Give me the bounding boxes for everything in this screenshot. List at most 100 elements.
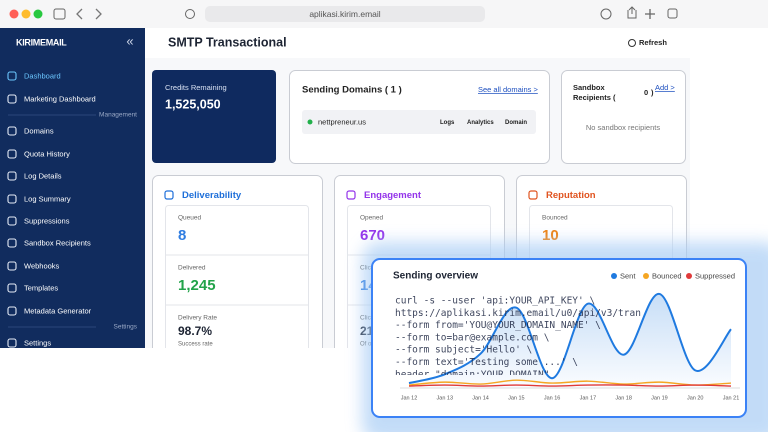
series-line <box>408 292 732 385</box>
menu-icon <box>7 171 17 181</box>
domain-name: nettpreneur.us <box>318 117 366 126</box>
stat-title: Reputation <box>546 190 596 201</box>
stat-label: Bounced <box>542 215 568 222</box>
stat-icon <box>528 190 538 200</box>
menu-icon <box>7 149 17 159</box>
tabs-button[interactable] <box>667 8 678 19</box>
code-line: https://aplikasi.kirim.email/u0/api/v3/t… <box>395 308 692 319</box>
sandbox-link[interactable]: Add > <box>655 83 675 92</box>
close-button[interactable] <box>9 9 19 19</box>
menu-icon <box>7 283 17 293</box>
x-tick-label: Jan 16 <box>544 395 561 401</box>
code-line: --form to=bar@example.com \ <box>395 332 549 343</box>
sandbox-title: Sandbox <box>573 83 605 92</box>
x-tick-label: Jan 15 <box>508 395 525 401</box>
x-tick-label: Jan 13 <box>437 395 454 401</box>
x-tick-label: Jan 20 <box>687 395 704 401</box>
zoom-button[interactable] <box>33 9 43 19</box>
legend-label: Bounced <box>652 271 682 280</box>
stat-value: 98.7% <box>178 324 212 338</box>
share-button[interactable] <box>627 6 637 19</box>
stat-label: Delivered <box>178 265 206 272</box>
stat-value: 1,245 <box>178 277 216 294</box>
stat-value: 670 <box>360 227 385 244</box>
collapse-button[interactable]: « <box>126 33 133 48</box>
domains-link[interactable]: See all domains > <box>478 85 538 94</box>
domains-title: Sending Domains ( 1 ) <box>302 85 402 96</box>
sidebar <box>0 28 145 348</box>
x-tick-label: Jan 17 <box>580 395 597 401</box>
stat-value: 10 <box>542 227 559 244</box>
nav-arrows[interactable] <box>76 8 102 20</box>
series-line <box>408 379 732 386</box>
code-line: header "domain:YOUR_DOMAIN" <box>395 369 549 380</box>
sandbox-close: ) <box>651 88 654 97</box>
privacy-icon <box>185 9 195 19</box>
status-dot <box>307 119 313 125</box>
domain-row <box>302 110 536 134</box>
stat-icon <box>346 190 356 200</box>
menu-item[interactable]: Marketing Dashboard <box>24 94 96 103</box>
new-tab-button[interactable] <box>645 9 655 19</box>
menu-icon <box>7 261 17 271</box>
menu-item[interactable]: Domains <box>24 126 54 135</box>
stat-value: 8 <box>178 227 186 244</box>
legend-marker <box>611 273 617 279</box>
credits-label: Credits Remaining <box>165 83 227 92</box>
menu-item[interactable]: Templates <box>24 283 58 292</box>
app: KIRIMEMAIL « SMTP Transactional Refresh … <box>0 28 690 348</box>
menu-item[interactable]: Dashboard <box>24 71 61 80</box>
logo: KIRIMEMAIL <box>16 37 67 47</box>
area <box>409 293 731 388</box>
menu-icon <box>7 126 17 136</box>
section-label: Management <box>99 112 137 119</box>
url-bar[interactable] <box>205 6 485 22</box>
legend-label: Sent <box>620 271 636 280</box>
code-line: --form from='YOU@YOUR_DOMAIN_NAME' \ <box>395 320 601 331</box>
stat-label: Delivery Rate <box>178 315 217 322</box>
code-line: curl -s --user 'api:YOUR_API_KEY' \ <box>395 296 595 307</box>
menu-item[interactable]: Quota History <box>24 149 70 158</box>
menu-item[interactable]: Log Details <box>24 171 62 180</box>
x-tick-label: Jan 18 <box>615 395 632 401</box>
code-line: --form text='Testing some ...' \ <box>395 357 578 368</box>
menu-icon <box>7 216 17 226</box>
menu-icon <box>7 71 17 81</box>
header <box>145 28 690 58</box>
stat-label: Queued <box>178 215 202 222</box>
series-line <box>408 384 732 387</box>
legend-marker <box>643 273 649 279</box>
legend-label: Suppressed <box>695 271 735 280</box>
sidebar-toggle[interactable] <box>53 8 66 20</box>
menu-item[interactable]: Metadata Generator <box>24 306 92 315</box>
sandbox-empty: No sandbox recipients <box>586 123 660 132</box>
domain-action[interactable]: Domain <box>505 120 527 126</box>
refresh-button[interactable]: Refresh <box>639 38 667 47</box>
refresh-icon[interactable] <box>628 39 636 47</box>
credits-card <box>152 70 276 163</box>
download-button[interactable] <box>600 8 612 20</box>
menu-item[interactable]: Settings <box>24 338 51 347</box>
page-title: SMTP Transactional <box>168 35 287 49</box>
x-tick-label: Jan 21 <box>723 395 740 401</box>
domain-action[interactable]: Analytics <box>467 120 494 126</box>
minimize-button[interactable] <box>21 9 31 19</box>
stat-note: Success rate <box>178 342 213 348</box>
url: aplikasi.kirim.email <box>309 9 380 19</box>
menu-item[interactable]: Log Summary <box>24 194 71 203</box>
menu-icon <box>7 194 17 204</box>
sandbox-title: Recipients ( <box>573 93 616 102</box>
stat-title: Engagement <box>364 190 422 201</box>
domain-action[interactable]: Logs <box>440 120 455 126</box>
code-block: curl -s --user 'api:YOUR_API_KEY' \ http… <box>395 296 692 380</box>
credits-value: 1,525,050 <box>165 97 221 111</box>
menu-icon <box>7 238 17 248</box>
menu-item[interactable]: Suppressions <box>24 216 70 225</box>
x-tick-label: Jan 12 <box>401 395 418 401</box>
overview-title: Sending overview <box>393 271 478 282</box>
legend-marker <box>686 273 692 279</box>
menu-item[interactable]: Sandbox Recipients <box>24 238 91 247</box>
menu-icon <box>7 94 17 104</box>
menu-item[interactable]: Webhooks <box>24 261 60 270</box>
